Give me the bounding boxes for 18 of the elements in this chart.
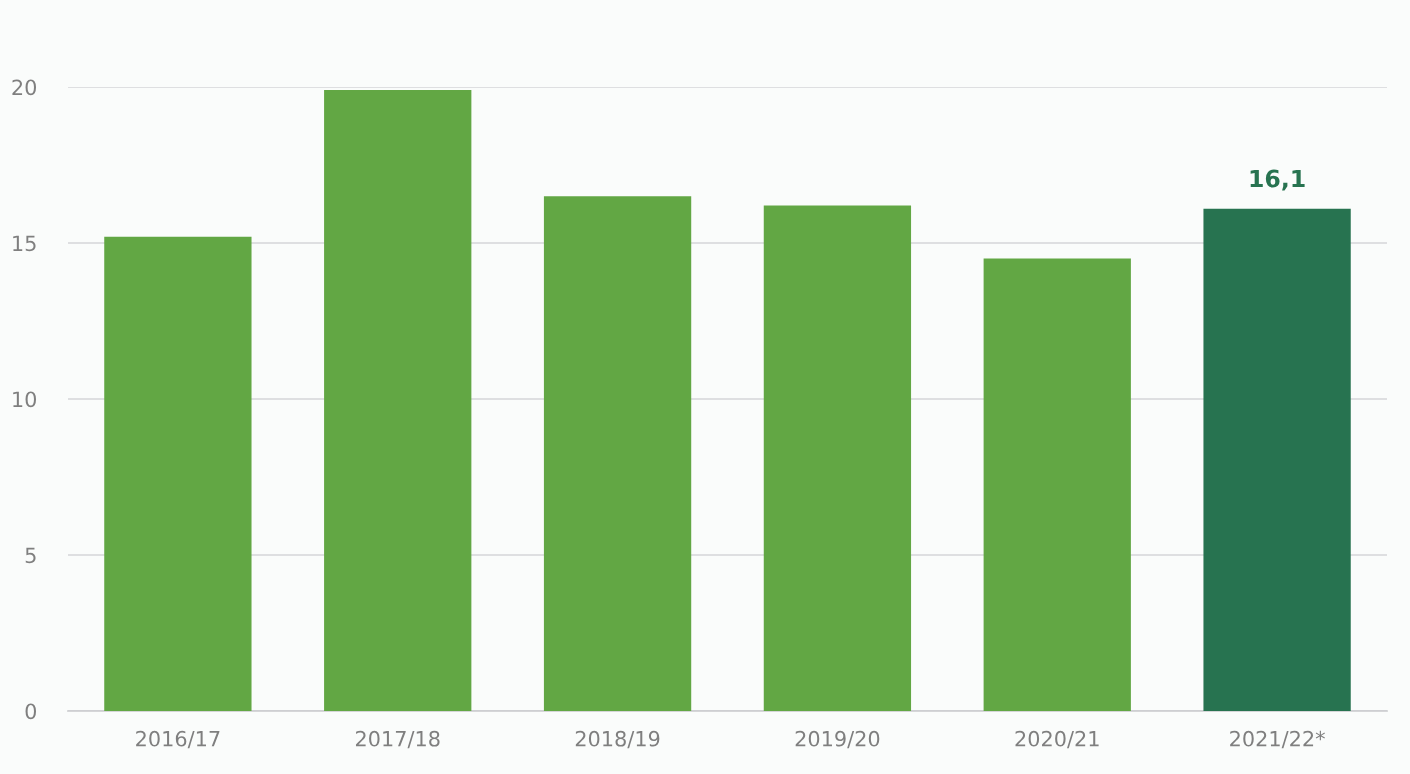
x-tick-label: 2017/18	[355, 730, 440, 749]
data-label: 16,1	[1250, 169, 1305, 191]
x-tick-label: 2021/22*	[1230, 730, 1325, 749]
y-tick-label: 0	[25, 703, 37, 720]
x-tick-label: 2020/21	[1015, 730, 1099, 749]
x-tick-label: 2016/17	[136, 730, 220, 749]
bar	[1203, 208, 1351, 711]
bar	[983, 258, 1131, 711]
bar	[104, 236, 252, 711]
bar	[543, 196, 692, 711]
y-tick-label: 15	[13, 235, 36, 252]
bar	[324, 90, 472, 711]
y-tick-label: 20	[12, 79, 37, 96]
bar	[763, 205, 912, 711]
x-tick-label: 2018/19	[575, 730, 660, 749]
y-tick-label: 10	[13, 391, 37, 408]
y-tick-label: 5	[25, 547, 36, 564]
x-tick-label: 2019/20	[795, 730, 880, 749]
